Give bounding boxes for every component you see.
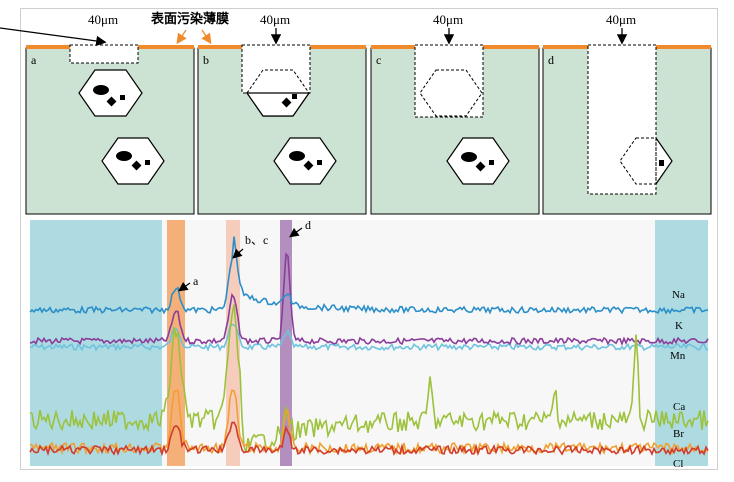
- element-label-br: Br: [673, 428, 684, 440]
- panel-letter-d: d: [548, 53, 554, 67]
- panel-letter-b: b: [203, 53, 209, 67]
- inclusion-oval: [289, 151, 305, 161]
- ablation-crater: [414, 44, 484, 118]
- trace-mn: [29, 323, 709, 352]
- probe-size-label: 40μm: [433, 12, 463, 27]
- inclusion-dot: [489, 160, 494, 165]
- inclusion-hexagon: [273, 137, 337, 185]
- probe-size-label: 40μm: [88, 12, 118, 27]
- element-label-mn: Mn: [670, 350, 686, 362]
- peak-label-bc: b、c: [245, 233, 268, 247]
- inclusion-diamond: [131, 160, 142, 171]
- panel-b: b: [197, 44, 367, 215]
- inclusion-dot: [120, 95, 125, 100]
- ablation-crater: [241, 44, 311, 94]
- panel-d: d: [542, 44, 712, 215]
- inclusion-diamond: [303, 160, 314, 171]
- probe-size-label: 40μm: [260, 12, 290, 27]
- removed-hexagon-outline: [619, 137, 657, 185]
- trace-ca: [29, 304, 709, 454]
- element-label-cl: Cl: [673, 458, 683, 470]
- element-label-k: K: [675, 320, 683, 332]
- inclusion-hexagon: [101, 137, 165, 185]
- inclusion-diamond: [475, 161, 486, 172]
- element-label-ca: Ca: [673, 401, 685, 413]
- inclusion-hexagon: [78, 69, 143, 117]
- inclusion-dot: [145, 160, 150, 165]
- film-arrow-left: [176, 29, 187, 45]
- probe-size-label: 40μm: [606, 12, 636, 27]
- peak-label-a: a: [193, 274, 199, 288]
- peak-band-a: [167, 220, 185, 466]
- trace-cl: [29, 421, 709, 457]
- inclusion-diamond: [106, 96, 117, 107]
- figure-frame: [20, 8, 718, 470]
- trace-na: [29, 236, 709, 315]
- removed-hexagon-outline: [246, 69, 310, 94]
- inclusion-hexagon: [446, 137, 510, 185]
- inclusion-dot: [292, 94, 297, 99]
- trace-k: [29, 252, 709, 346]
- inclusion-oval: [461, 152, 477, 162]
- inclusion-dot: [317, 160, 322, 165]
- inclusion-oval: [93, 85, 109, 95]
- panel-letter-a: a: [31, 53, 37, 67]
- removed-hexagon-outline: [419, 69, 483, 117]
- peak-arrow-bc: [232, 248, 244, 259]
- ablation-crater: [69, 44, 139, 64]
- element-label-na: Na: [672, 289, 685, 301]
- film-arrow-right: [201, 29, 212, 45]
- ablation-crater: [587, 44, 657, 195]
- inclusion-dot: [659, 160, 664, 166]
- peak-label-d: d: [305, 218, 311, 232]
- surface-film-label: 表面污染薄膜: [150, 11, 229, 26]
- inclusion-oval: [116, 151, 132, 161]
- probe-markers: 40μm 40μm 40μm 40μm: [0, 12, 636, 47]
- element-traces: [29, 236, 709, 457]
- peak-arrow-d: [289, 227, 303, 238]
- panel-c: c: [370, 44, 540, 215]
- probe-arrow: [0, 27, 107, 47]
- panel-a: a: [25, 44, 195, 215]
- peak-arrow-a: [178, 281, 191, 292]
- panel-letter-c: c: [376, 53, 381, 67]
- signal-chart: a b、c d Na K Mn Ca Br Cl: [29, 218, 709, 470]
